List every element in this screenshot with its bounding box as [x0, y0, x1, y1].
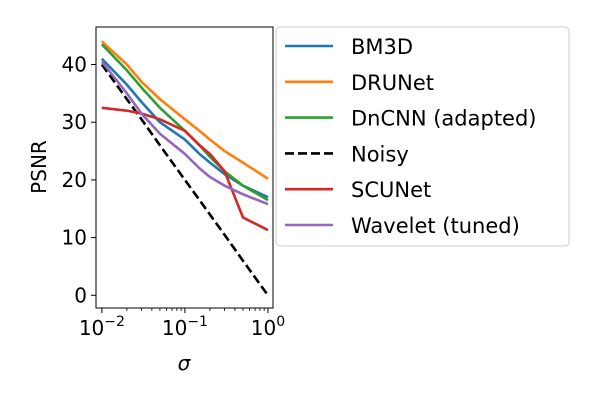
x-tick-label-0: 10−2: [79, 314, 125, 340]
y-tick-label-3: 30: [62, 110, 87, 134]
y-tick-label-0: 0: [74, 283, 87, 307]
y-tick-label-4: 40: [62, 53, 87, 77]
series-line-3: [100, 63, 270, 297]
y-axis: 0 10 20 30 40: [62, 53, 96, 307]
x-tick-label-2: 100: [251, 314, 285, 340]
legend-label-2: DnCNN (adapted): [351, 107, 537, 131]
legend-label-1: DRUNet: [351, 71, 434, 95]
x-axis: 10−2 10−1 100: [79, 308, 285, 340]
legend-label-4: SCUNet: [351, 178, 431, 202]
legend-label-0: BM3D: [351, 35, 413, 59]
legend-label-3: Noisy: [351, 142, 409, 166]
series-line-1: [100, 40, 269, 180]
series-line-5: [100, 60, 269, 206]
x-tick-label-1: 10−1: [162, 314, 208, 340]
x-axis-label: σ: [178, 351, 192, 375]
legend-label-5: Wavelet (tuned): [351, 214, 520, 238]
series-line-4: [101, 106, 269, 232]
series-layer: [100, 40, 270, 297]
legend: BM3D DRUNet DnCNN (adapted) Noisy SCUNet Wave…: [275, 26, 570, 247]
y-tick-label-1: 10: [62, 226, 87, 250]
y-tick-label-2: 20: [62, 168, 87, 192]
y-axis-label: PSNR: [27, 140, 51, 194]
legend-frame: [275, 26, 570, 247]
